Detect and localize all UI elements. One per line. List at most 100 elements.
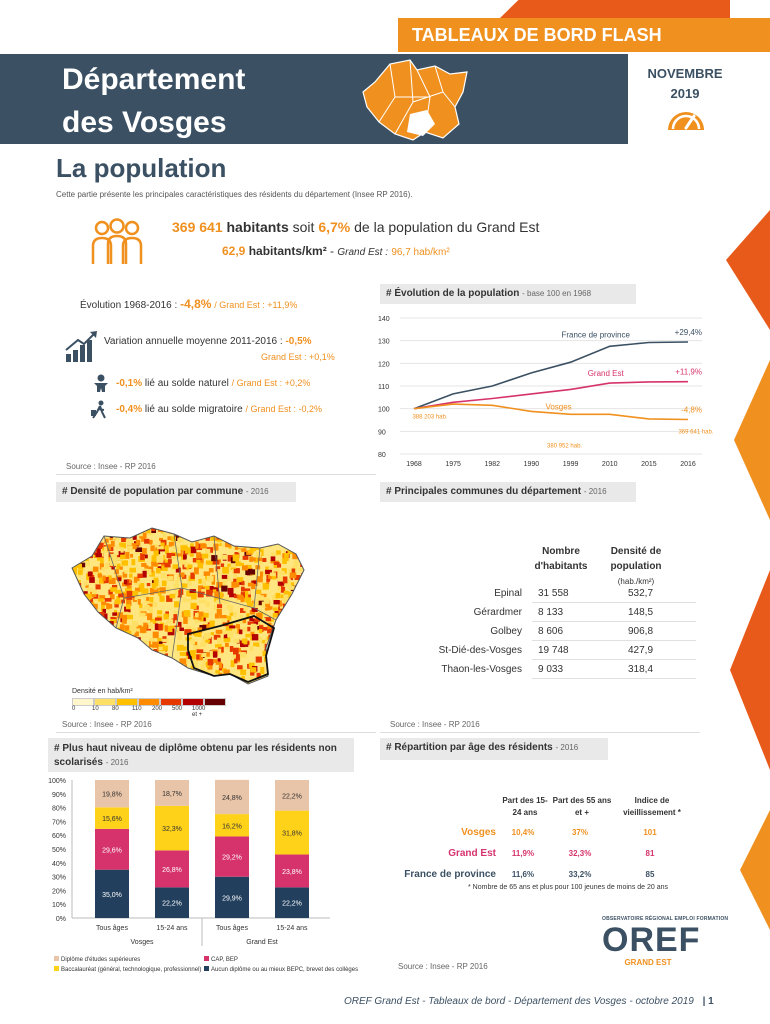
commune-density: 532,7 (606, 584, 696, 603)
bar-segment (275, 854, 309, 888)
legend-item: Diplôme d'études supérieures (54, 956, 204, 963)
section-title: La population (56, 153, 227, 183)
legend-swatch (138, 698, 160, 706)
section-intro: Cette partie présente les principales ca… (56, 190, 413, 199)
bar-segment (275, 780, 309, 811)
bar-segment (215, 836, 249, 877)
age-row-15-24: 11,9% (511, 849, 535, 858)
y-tick-label: 80 (378, 452, 386, 459)
bar-value-label: 16,2% (222, 823, 242, 830)
population-mid: soit (292, 219, 315, 235)
bar-segment (155, 805, 189, 851)
legend-tick-label: 80 (112, 706, 119, 712)
age-row-15-24: 10,4% (511, 828, 535, 837)
age-footnote: * Nombre de 65 ans et plus pour 100 jeun… (468, 884, 669, 891)
bar-segment (275, 887, 309, 918)
series-name-label: France de province (561, 330, 630, 339)
publication-date: NOVEMBRE 2019 (630, 64, 740, 104)
y-tick-label: 30% (52, 875, 66, 882)
bar-value-label: 29,6% (102, 847, 122, 854)
commune-density: 318,4 (606, 659, 696, 679)
evolution-chart-subtitle: - base 100 en 1968 (522, 289, 592, 298)
bar-segment (215, 876, 249, 918)
commune-population: 9 033 (532, 659, 606, 679)
bar-value-label: 35,0% (102, 892, 122, 899)
bar-segment (275, 810, 309, 855)
diploma-stacked-bar-chart: 0% 10% 20% 30% 40% 50% 60% 70% 80% 90% 100% 35,0% 29… (48, 778, 330, 946)
legend-swatch (182, 698, 204, 706)
evolution-ge: / Grand Est : +11,9% (214, 300, 298, 310)
natural-balance-value: -0,1% (116, 378, 143, 389)
natural-balance-ge: / Grand Est : +0,2% (231, 378, 311, 388)
x-tick-label: 2010 (602, 461, 618, 468)
series-line (413, 380, 689, 410)
annual-variation-ge: Grand Est : +0,1% (261, 352, 335, 362)
point-annotation: 388 203 hab. (412, 415, 447, 421)
y-tick-label: 10% (52, 902, 66, 909)
population-share: 6,7% (318, 219, 351, 235)
bar-value-label: 31,8% (282, 831, 302, 838)
x-tick-label: Tous âges (216, 925, 248, 932)
legend-tick-label: 0 (72, 706, 76, 712)
commune-population: 8 133 (532, 602, 606, 622)
legend-item: Baccalauréat (général, technologique, pr… (54, 966, 204, 973)
age-row-55-plus: 33,2% (568, 870, 592, 879)
oref-region: GRAND EST (624, 958, 672, 967)
legend-swatch (72, 698, 94, 706)
legend-label: Diplôme d'études supérieures (61, 957, 141, 963)
y-tick-label: 90 (378, 429, 386, 436)
y-tick-label: 110 (378, 384, 389, 391)
x-tick-label: 2016 (680, 461, 696, 468)
table-row: Epinal 31 558 532,7 (420, 584, 696, 603)
y-tick-label: 20% (52, 888, 66, 895)
x-tick-label: 1990 (524, 461, 540, 468)
series-line (413, 403, 689, 421)
density-value: 62,9 (222, 244, 246, 258)
y-tick-label: 90% (52, 792, 66, 799)
bar-segment (155, 780, 189, 806)
y-tick-label: 70% (52, 819, 66, 826)
legend-item: CAP, BEP (204, 956, 394, 963)
title-line1: Département (62, 63, 246, 96)
y-tick-label: 50% (52, 847, 66, 854)
growth-chart-icon (65, 331, 97, 362)
diploma-legend: Diplôme d'études supérieures CAP, BEP Bacc… (54, 956, 394, 973)
commune-population: 8 606 (532, 621, 606, 641)
diploma-chart-title: # Plus haut niveau de diplôme obtenu par… (48, 738, 354, 772)
density-map-subtitle: - 2016 (245, 487, 269, 496)
bar-value-label: 15,6% (102, 816, 122, 823)
divider (380, 732, 700, 733)
commune-density: 906,8 (606, 621, 696, 641)
communes-source: Source : Insee - RP 2016 (390, 720, 480, 729)
bar-segment (95, 780, 129, 808)
population-headline: 369 641 habitants soit 6,7% de la popula… (172, 219, 539, 235)
point-annotation: 369 641 hab. (678, 430, 713, 436)
series-end-label: +11,9% (675, 368, 702, 377)
bar-segment (95, 807, 129, 829)
density-legend-title: Densité en hab/km² (72, 688, 133, 695)
year-label: 2019 (670, 86, 700, 101)
annual-variation: Variation annuelle moyenne 2011-2016 : -… (104, 336, 312, 347)
evolution-chart-title-text: # Évolution de la population (386, 288, 520, 299)
point-annotation: 380 952 hab. (547, 443, 582, 449)
commune-density: 148,5 (606, 602, 696, 622)
bar-value-label: 29,9% (222, 895, 242, 902)
bar-value-label: 22,2% (282, 793, 302, 800)
bar-segment (155, 850, 189, 888)
x-tick-label: 2015 (641, 461, 657, 468)
table-row: Golbey 8 606 906,8 (420, 621, 696, 641)
series-line (413, 341, 689, 410)
density-ge-value: 96,7 hab/km² (391, 247, 450, 258)
legend-swatch (116, 698, 138, 706)
y-tick-label: 130 (378, 339, 390, 346)
bar-value-label: 23,8% (282, 869, 302, 876)
legend-swatch (54, 966, 59, 971)
density-unit: habitants/km² (248, 244, 327, 258)
age-table-subtitle: - 2016 (555, 743, 579, 752)
y-tick-label: 40% (52, 861, 66, 868)
legend-label: Baccalauréat (général, technologique, pr… (61, 967, 202, 973)
bar-segment (95, 869, 129, 918)
legend-swatch (204, 956, 209, 961)
bar-value-label: 26,8% (162, 867, 182, 874)
legend-tick-label: 200 (152, 706, 163, 712)
